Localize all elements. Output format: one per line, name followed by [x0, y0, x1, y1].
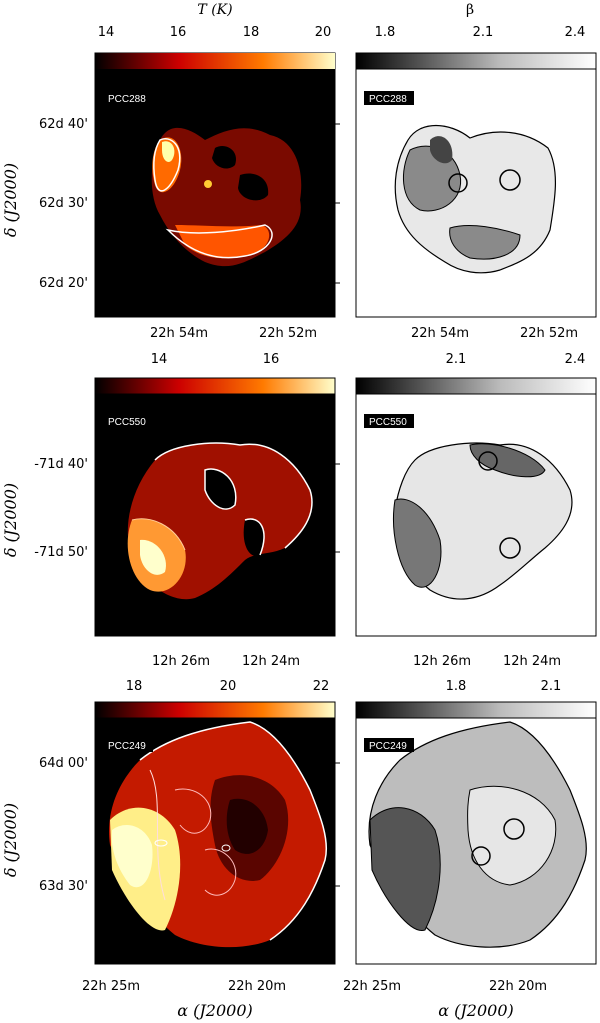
y-tick: -71d 40' — [34, 457, 88, 472]
y-tick: 64d 00' — [39, 756, 88, 771]
beta-tick: 2.1 — [473, 25, 494, 40]
x-tick: 22h 52m — [259, 326, 317, 341]
panel-label: PCC249 — [108, 741, 146, 752]
x-tick: 22h 20m — [489, 979, 547, 994]
beta-colorbar — [355, 52, 597, 70]
y-axis-title: δ (J2000) — [1, 163, 20, 237]
y-tick: -71d 50' — [34, 545, 88, 560]
panel-label: PCC288 — [108, 94, 146, 105]
row-pcc550: 14 16 PCC550 -71d 40' -71d 50' 12h 26m 1… — [34, 352, 597, 669]
x-tick: 12h 26m — [152, 654, 210, 669]
x-tick: 22h 52m — [520, 326, 578, 341]
temp-tick: 16 — [263, 352, 280, 367]
panel-label: PCC550 — [108, 417, 146, 428]
panel-label-bg — [103, 91, 153, 105]
beta-tick: 1.8 — [375, 25, 396, 40]
beta-colorbar — [355, 377, 597, 395]
panel-label-bg — [103, 414, 153, 428]
x-tick: 12h 24m — [242, 654, 300, 669]
temp-tick: 18 — [243, 25, 260, 40]
temp-colorbar — [94, 701, 336, 719]
panel-label-bg — [364, 91, 414, 105]
temp-tick: 14 — [151, 352, 168, 367]
x-tick: 22h 54m — [150, 326, 208, 341]
beta-cloud — [394, 125, 556, 274]
row-pcc249: 18 20 22 PCC249 64d 00' 63d 30' 22h 25m … — [39, 679, 597, 994]
panel-label: PCC249 — [369, 741, 407, 752]
temp-colorbar-title: T (K) — [197, 2, 232, 18]
beta-cloud — [368, 721, 587, 948]
beta-colorbar — [355, 701, 597, 719]
frame-ticks — [95, 123, 340, 887]
beta-tick: 1.8 — [446, 679, 467, 694]
x-tick: 22h 54m — [411, 326, 469, 341]
beta-tick: 2.4 — [565, 352, 586, 367]
panel-label-bg — [364, 414, 414, 428]
temp-colorbar — [94, 377, 336, 395]
beta-tick: 2.1 — [541, 679, 562, 694]
cloud-shape — [127, 442, 313, 600]
x-tick: 22h 25m — [82, 979, 140, 994]
panel-label: PCC288 — [369, 94, 407, 105]
y-axis-title: δ (J2000) — [1, 483, 20, 557]
temp-tick: 22 — [313, 679, 330, 694]
cloud-shape — [109, 721, 328, 948]
beta-tick: 2.1 — [446, 352, 467, 367]
y-tick: 62d 20' — [39, 276, 88, 291]
beta-cloud — [393, 442, 573, 600]
beta-colorbar-title: β — [466, 2, 474, 18]
panel-label-bg — [364, 738, 414, 752]
x-tick: 12h 26m — [413, 654, 471, 669]
temp-tick: 20 — [220, 679, 237, 694]
x-axis-title: α (J2000) — [438, 1001, 514, 1020]
x-tick: 22h 20m — [228, 979, 286, 994]
x-tick: 12h 24m — [503, 654, 561, 669]
x-axis-title: α (J2000) — [177, 1001, 253, 1020]
temp-tick: 18 — [126, 679, 143, 694]
y-tick: 63d 30' — [39, 879, 88, 894]
row-pcc288: T (K) 14 16 18 20 PCC288 62d 40' 62d 30'… — [39, 2, 597, 341]
x-tick: 22h 25m — [343, 979, 401, 994]
y-tick: 62d 40' — [39, 117, 88, 132]
y-tick: 62d 30' — [39, 196, 88, 211]
beta-tick: 2.4 — [565, 25, 586, 40]
panel-label-bg — [103, 738, 153, 752]
panel-label: PCC550 — [369, 417, 407, 428]
temp-tick: 16 — [170, 25, 187, 40]
temp-tick: 14 — [98, 25, 115, 40]
y-axis-title: δ (J2000) — [1, 803, 20, 877]
temp-tick: 20 — [315, 25, 332, 40]
cloud-shape — [151, 127, 302, 267]
